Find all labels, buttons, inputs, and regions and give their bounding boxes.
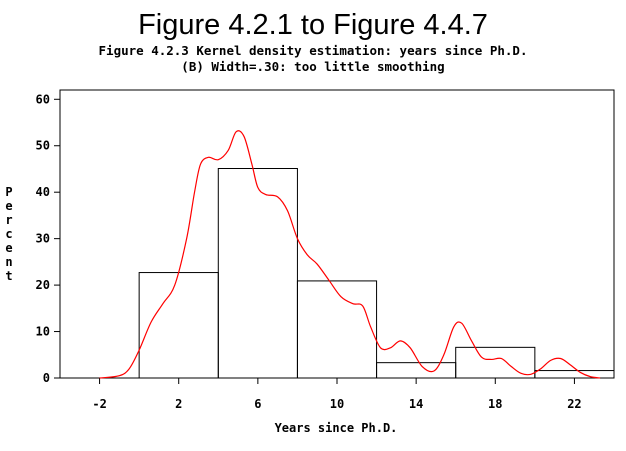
x-tick-label: 2	[175, 397, 182, 411]
chart-title: Figure 4.2.1 to Figure 4.4.7	[138, 9, 488, 41]
y-axis-label-char: e	[5, 199, 12, 213]
y-tick-label: 60	[36, 92, 50, 106]
histogram-bar	[296, 280, 378, 379]
chart-subtitle-line1: Figure 4.2.3 Kernel density estimation: …	[99, 43, 528, 58]
y-tick-label: 10	[36, 325, 50, 339]
y-axis-label-char: P	[5, 185, 12, 199]
y-axis: 0 10 20 30 40 50 60	[36, 92, 60, 385]
density-curve	[99, 130, 601, 379]
x-tick-label: 10	[330, 397, 344, 411]
histogram-bar	[455, 346, 536, 379]
histogram-bar	[534, 370, 615, 379]
density-curve-group	[99, 130, 601, 379]
y-tick-label: 40	[36, 185, 50, 199]
y-axis-label-char: e	[5, 241, 12, 255]
x-tick-label: 18	[488, 397, 502, 411]
plot-frame	[59, 89, 615, 379]
histogram-bar	[138, 272, 219, 379]
x-tick-label: 22	[567, 397, 581, 411]
y-tick-label: 50	[36, 139, 50, 153]
x-tick-label: -2	[92, 397, 106, 411]
x-axis: -2 2 6 10 14 18 22	[92, 378, 582, 411]
x-tick-label: 6	[254, 397, 261, 411]
y-tick-label: 0	[43, 371, 50, 385]
y-tick-label: 30	[36, 232, 50, 246]
histogram-bar	[376, 362, 457, 379]
x-axis-label: Years since Ph.D.	[275, 421, 398, 435]
y-axis-label-char: r	[5, 213, 12, 227]
y-tick-label: 20	[36, 278, 50, 292]
histogram-bar	[217, 168, 298, 379]
y-axis-label-char: n	[5, 255, 12, 269]
x-tick-label: 14	[409, 397, 423, 411]
y-axis-label-char: t	[5, 269, 12, 283]
y-axis-label-char: c	[5, 227, 12, 241]
histogram-bars	[138, 168, 615, 379]
chart-subtitle-line2: (B) Width=.30: too little smoothing	[181, 59, 444, 74]
